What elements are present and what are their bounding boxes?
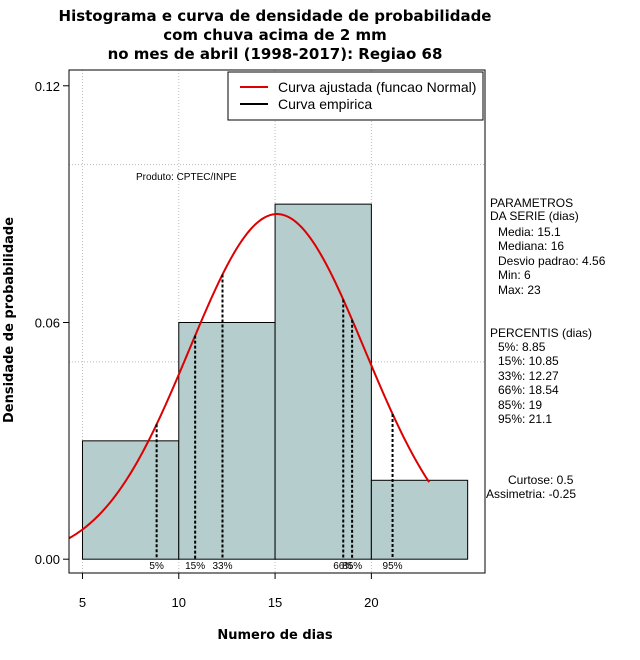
percentile-label-4: 85% (342, 561, 362, 572)
stat-curtose: Curtose: 0.5 (508, 473, 574, 487)
percentis-85: 85%: 19 (498, 398, 542, 412)
legend-label-empirical: Curva empirica (278, 96, 372, 112)
percentile-label-1: 15% (185, 561, 205, 572)
percentile-label-2: 33% (212, 561, 232, 572)
x-axis-label: Numero de dias (217, 628, 333, 643)
histogram-bar-1 (178, 321, 276, 560)
legend-label-fit: Curva ajustada (funcao Normal) (278, 79, 476, 95)
parametros-mediana: Mediana: 16 (498, 239, 564, 253)
histogram-bar-3 (370, 479, 469, 560)
percentis-heading: PERCENTIS (dias) (490, 326, 592, 340)
histogram-bar-0 (81, 440, 180, 560)
percentis-66: 66%: 18.54 (498, 383, 559, 397)
x-axis: 5 10 15 20 (79, 573, 379, 610)
parametros-heading-2: DA SERIE (dias) (490, 209, 579, 223)
y-tick-label-2: 0.12 (35, 79, 60, 94)
percentis-33: 33%: 12.27 (498, 369, 559, 383)
product-annotation: Produto: CPTEC/INPE (136, 172, 237, 183)
x-tick-label-20: 20 (364, 595, 378, 610)
percentis-15: 15%: 10.85 (498, 354, 559, 368)
chart-title-line-2: com chuva acima de 2 mm (163, 26, 387, 44)
histogram-bars (81, 203, 469, 560)
parametros-heading-1: PARAMETROS (490, 196, 573, 210)
percentis-95: 95%: 21.1 (498, 412, 552, 426)
parametros-panel: PARAMETROS DA SERIE (dias) Media: 15.1 M… (490, 196, 606, 297)
normal-fit-curve (68, 213, 430, 540)
y-axis: 0.00 0.06 0.12 (35, 79, 69, 567)
parametros-max: Max: 23 (498, 283, 541, 297)
y-axis-label: Densidade de probabilidade (2, 217, 17, 423)
legend-box (227, 71, 484, 121)
percentile-label-0: 5% (149, 561, 164, 572)
percentile-label-5: 95% (383, 561, 403, 572)
parametros-media: Media: 15.1 (498, 225, 561, 239)
legend: Curva ajustada (funcao Normal) Curva emp… (227, 71, 484, 121)
chart-title-line-1: Histograma e curva de densidade de proba… (59, 7, 492, 25)
parametros-min: Min: 6 (498, 268, 531, 282)
x-tick-label-10: 10 (172, 595, 186, 610)
x-tick-label-15: 15 (268, 595, 282, 610)
density-curve-layer (68, 213, 430, 540)
parametros-desvio: Desvio padrao: 4.56 (498, 254, 606, 268)
chart-title-line-3: no mes de abril (1998-2017): Regiao 68 (108, 45, 443, 63)
chart-title: Histograma e curva de densidade de proba… (59, 7, 492, 63)
percentile-label-3: 66% (333, 561, 353, 572)
y-tick-label-1: 0.06 (35, 315, 60, 330)
percentis-panel: PERCENTIS (dias) 5%: 8.85 15%: 10.85 33%… (490, 326, 592, 426)
x-tick-label-5: 5 (79, 595, 86, 610)
y-tick-label-0: 0.00 (35, 552, 60, 567)
histogram-bar-2 (274, 203, 372, 560)
shape-stats: Curtose: 0.5 Assimetria: -0.25 (486, 473, 576, 501)
plot-frame (68, 69, 486, 574)
percentis-5: 5%: 8.85 (498, 340, 546, 354)
percentile-lines: 5% 15% 33% 66%85% 95% (149, 274, 403, 572)
stat-assimetria: Assimetria: -0.25 (486, 487, 576, 501)
